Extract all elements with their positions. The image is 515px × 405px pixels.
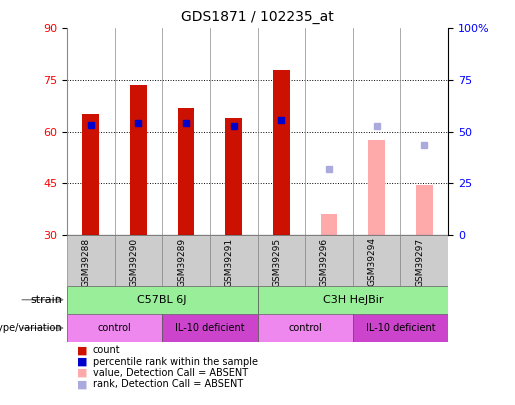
Text: IL-10 deficient: IL-10 deficient — [175, 323, 245, 333]
Bar — [82, 115, 99, 235]
Text: control: control — [288, 323, 322, 333]
Text: ■: ■ — [77, 357, 88, 367]
Bar — [305, 235, 353, 286]
Text: GSM39288: GSM39288 — [82, 237, 91, 287]
Bar — [162, 235, 210, 286]
Text: C3H HeJBir: C3H HeJBir — [322, 295, 383, 305]
Text: rank, Detection Call = ABSENT: rank, Detection Call = ABSENT — [93, 379, 243, 389]
Text: C57BL 6J: C57BL 6J — [138, 295, 187, 305]
Text: GSM39296: GSM39296 — [320, 237, 329, 287]
Text: IL-10 deficient: IL-10 deficient — [366, 323, 435, 333]
Bar — [67, 314, 162, 342]
Text: count: count — [93, 345, 121, 355]
Text: strain: strain — [30, 295, 62, 305]
Bar — [368, 140, 385, 235]
Bar — [114, 235, 162, 286]
Text: GSM39297: GSM39297 — [415, 237, 424, 287]
Bar — [210, 235, 258, 286]
Bar — [353, 314, 448, 342]
Bar — [226, 118, 242, 235]
Bar — [401, 235, 448, 286]
Text: control: control — [98, 323, 131, 333]
Text: percentile rank within the sample: percentile rank within the sample — [93, 357, 258, 367]
Bar — [416, 185, 433, 235]
Bar — [321, 214, 337, 235]
Bar — [353, 235, 401, 286]
Bar — [273, 70, 289, 235]
Bar — [67, 286, 258, 314]
Bar — [130, 85, 147, 235]
Text: GSM39294: GSM39294 — [368, 237, 376, 286]
Text: ■: ■ — [77, 379, 88, 389]
Text: ■: ■ — [77, 345, 88, 355]
Text: GSM39289: GSM39289 — [177, 237, 186, 287]
Bar — [258, 314, 353, 342]
Text: GDS1871 / 102235_at: GDS1871 / 102235_at — [181, 10, 334, 24]
Bar — [258, 286, 448, 314]
Text: value, Detection Call = ABSENT: value, Detection Call = ABSENT — [93, 368, 248, 378]
Bar — [178, 108, 194, 235]
Text: ■: ■ — [77, 368, 88, 378]
Text: GSM39295: GSM39295 — [272, 237, 281, 287]
Text: GSM39291: GSM39291 — [225, 237, 234, 287]
Bar — [162, 314, 258, 342]
Text: genotype/variation: genotype/variation — [0, 323, 62, 333]
Bar — [258, 235, 305, 286]
Text: GSM39290: GSM39290 — [129, 237, 139, 287]
Bar — [67, 235, 115, 286]
